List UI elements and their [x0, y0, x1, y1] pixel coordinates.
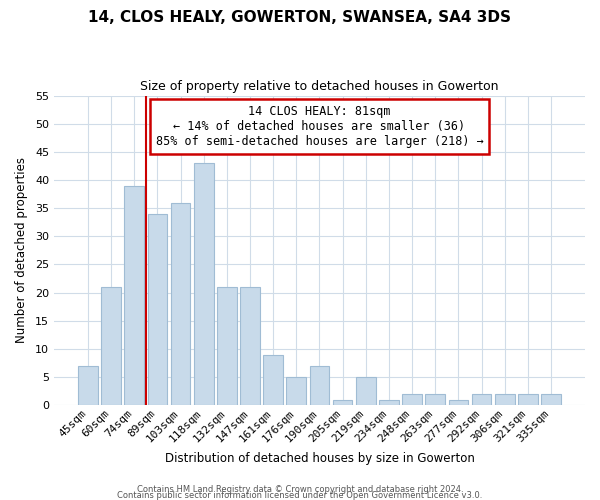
- Bar: [170, 202, 190, 405]
- Bar: [541, 394, 561, 405]
- Bar: [333, 400, 352, 405]
- Bar: [379, 400, 399, 405]
- Text: Contains HM Land Registry data © Crown copyright and database right 2024.: Contains HM Land Registry data © Crown c…: [137, 485, 463, 494]
- Bar: [148, 214, 167, 405]
- Title: Size of property relative to detached houses in Gowerton: Size of property relative to detached ho…: [140, 80, 499, 93]
- Bar: [286, 377, 306, 405]
- Bar: [217, 287, 236, 405]
- Text: 14 CLOS HEALY: 81sqm
← 14% of detached houses are smaller (36)
85% of semi-detac: 14 CLOS HEALY: 81sqm ← 14% of detached h…: [155, 105, 484, 148]
- Bar: [495, 394, 515, 405]
- Bar: [240, 287, 260, 405]
- Bar: [310, 366, 329, 405]
- Bar: [263, 354, 283, 405]
- Bar: [194, 163, 214, 405]
- Bar: [472, 394, 491, 405]
- Bar: [124, 186, 144, 405]
- Bar: [449, 400, 468, 405]
- X-axis label: Distribution of detached houses by size in Gowerton: Distribution of detached houses by size …: [164, 452, 475, 465]
- Text: 14, CLOS HEALY, GOWERTON, SWANSEA, SA4 3DS: 14, CLOS HEALY, GOWERTON, SWANSEA, SA4 3…: [89, 10, 511, 25]
- Bar: [356, 377, 376, 405]
- Bar: [425, 394, 445, 405]
- Text: Contains public sector information licensed under the Open Government Licence v3: Contains public sector information licen…: [118, 490, 482, 500]
- Bar: [402, 394, 422, 405]
- Y-axis label: Number of detached properties: Number of detached properties: [15, 158, 28, 344]
- Bar: [78, 366, 98, 405]
- Bar: [101, 287, 121, 405]
- Bar: [518, 394, 538, 405]
